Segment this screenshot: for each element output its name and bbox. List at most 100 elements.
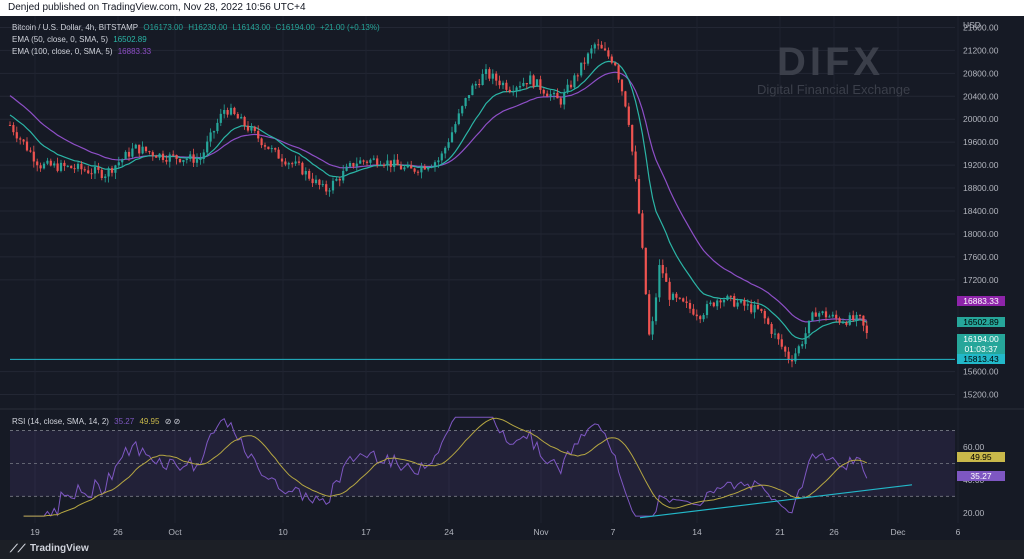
- candle-body: [15, 132, 18, 139]
- chart-area[interactable]: 21600.00 21200.00 20800.00 20400.00 20000.00…: [0, 16, 1024, 543]
- candle-body: [134, 144, 137, 149]
- candle-body: [641, 213, 644, 248]
- candle-body: [862, 315, 865, 326]
- candle-body: [770, 323, 773, 334]
- price-tick-label: 20400.00: [963, 91, 999, 101]
- candle-body: [297, 161, 301, 163]
- candle-body: [410, 165, 413, 169]
- candle-body: [127, 151, 131, 157]
- ema100-legend[interactable]: EMA (100, close, 0, SMA, 5) 16883.33: [12, 47, 154, 56]
- candle-body: [590, 48, 593, 54]
- candle-body: [535, 79, 539, 87]
- time-tick-label: 26: [829, 527, 839, 537]
- candle-body: [583, 62, 586, 64]
- candle-body: [784, 346, 787, 352]
- logo-name: DIFX: [777, 40, 885, 84]
- rsi-label: RSI (14, close, SMA, 14, 2): [12, 417, 109, 426]
- candle-body: [331, 180, 335, 191]
- candle-body: [226, 109, 229, 115]
- candle-body: [607, 50, 610, 57]
- candle-body: [576, 75, 579, 77]
- candle-body: [858, 314, 862, 316]
- candle-body: [444, 147, 447, 154]
- candle-body: [593, 44, 596, 49]
- ema100-price-tag: 16883.33: [957, 296, 1005, 306]
- candle-body: [661, 265, 664, 274]
- candle-body: [223, 109, 226, 114]
- candle-body: [287, 163, 290, 165]
- footer-brand[interactable]: TradingView: [30, 543, 89, 554]
- candle-body: [12, 125, 15, 133]
- candle-body: [525, 82, 528, 85]
- price-tick-label: 15200.00: [963, 390, 999, 400]
- candle-body: [389, 160, 392, 167]
- price-tick-label: 17200.00: [963, 275, 999, 285]
- candle-body: [229, 107, 233, 115]
- candle-body: [250, 126, 253, 131]
- candle-body: [580, 62, 583, 76]
- rsi-trendline[interactable]: [639, 484, 913, 519]
- time-tick-label: 17: [361, 527, 371, 537]
- ohlc-low: L16143.00: [232, 23, 271, 32]
- candle-body: [464, 97, 467, 107]
- candle-body: [780, 339, 783, 347]
- candle-body: [178, 158, 182, 163]
- ema50-price-tag: 16502.89: [957, 317, 1005, 327]
- time-tick-label: 21: [775, 527, 785, 537]
- candle-body: [403, 167, 406, 170]
- candle-body: [617, 65, 620, 80]
- time-tick-label: 6: [956, 527, 961, 537]
- candle-body: [36, 161, 39, 166]
- candle-body: [818, 313, 821, 317]
- candle-body: [726, 295, 729, 300]
- candle-body: [413, 168, 416, 172]
- candle-body: [87, 170, 90, 174]
- candle-body: [668, 281, 671, 300]
- tradingview-icon: ⟋⟋: [10, 543, 26, 555]
- candle-body: [556, 92, 559, 99]
- publish-text: Denjed published on TradingView.com, Nov…: [8, 2, 306, 13]
- rsi-band: [10, 430, 955, 497]
- candle-body: [807, 320, 811, 334]
- candle-body: [427, 167, 430, 170]
- rsi-visibility-icons[interactable]: ⊘ ⊘: [164, 417, 181, 426]
- candle-body: [484, 69, 488, 75]
- candle-body: [532, 75, 535, 87]
- candle-body: [172, 154, 175, 156]
- candle-body: [777, 333, 780, 340]
- rsi-tick-label: 20.00: [963, 508, 985, 518]
- candle-body: [348, 163, 352, 167]
- candle-body: [216, 122, 219, 132]
- candle-body: [760, 308, 763, 312]
- candle-body: [675, 293, 678, 298]
- candle-body: [746, 304, 749, 306]
- candle-body: [624, 91, 627, 107]
- candle-body: [376, 158, 379, 165]
- candle-body: [821, 311, 824, 314]
- candle-body: [148, 151, 151, 153]
- candle-body: [573, 75, 576, 88]
- candle-body: [522, 82, 525, 87]
- candle-body: [90, 173, 93, 175]
- rsi-ma-line: [23, 417, 868, 517]
- rsi-legend[interactable]: RSI (14, close, SMA, 14, 2) 35.27 49.95 …: [12, 417, 183, 426]
- symbol-legend: Bitcoin / U.S. Dollar, 4h, BITSTAMP O161…: [12, 23, 383, 32]
- candle-body: [39, 165, 42, 169]
- candle-body: [138, 144, 141, 154]
- ema50-legend[interactable]: EMA (50, close, 0, SMA, 5) 16502.89: [12, 35, 150, 44]
- candle-body: [491, 73, 494, 79]
- candle-body: [542, 89, 545, 94]
- candle-body: [478, 83, 481, 85]
- candle-body: [209, 132, 212, 142]
- candle-body: [107, 168, 110, 177]
- candle-body: [733, 296, 736, 307]
- ema100-line: [9, 71, 867, 323]
- currency-label: USD: [963, 20, 981, 30]
- time-tick-label: 26: [113, 527, 123, 537]
- price-tick-label: 19600.00: [963, 137, 999, 147]
- candle-body: [539, 79, 542, 90]
- candle-body: [393, 159, 396, 167]
- candle-body: [671, 293, 675, 300]
- candle-body: [845, 322, 848, 325]
- candle-body: [267, 146, 270, 150]
